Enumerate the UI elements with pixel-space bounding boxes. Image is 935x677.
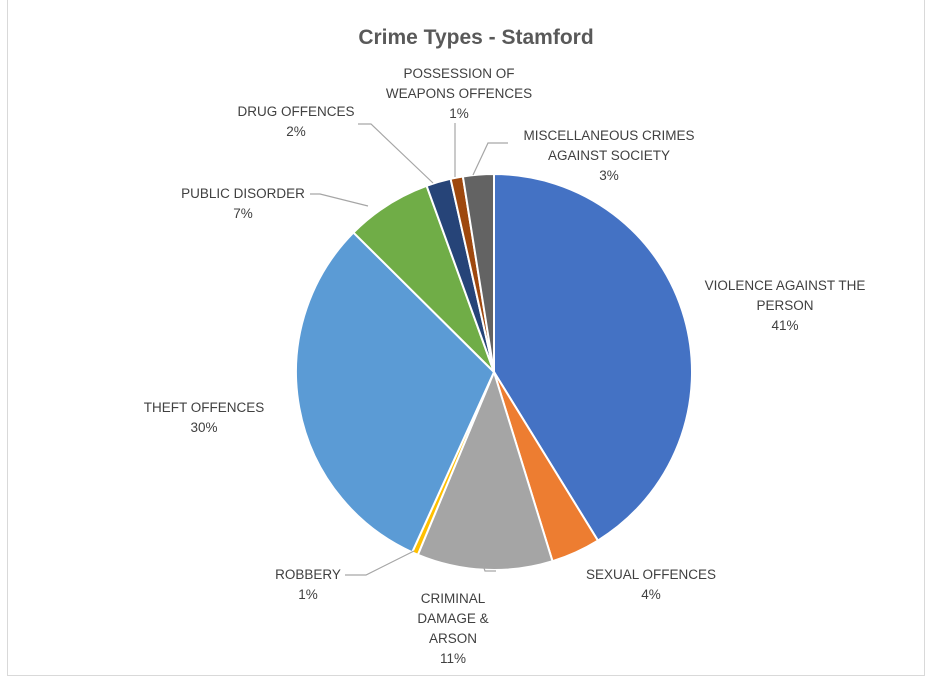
- pie-slices: [295, 172, 693, 571]
- data-label-category: AGAINST SOCIETY: [548, 148, 670, 163]
- data-label-category: MISCELLANEOUS CRIMES: [523, 128, 694, 143]
- data-label-drug-offences: DRUG OFFENCES 2%: [237, 104, 354, 139]
- data-label-category: DAMAGE &: [417, 611, 488, 626]
- leader-line-miscellaneous-crimes-against-society: [472, 142, 508, 176]
- data-label-category: ARSON: [429, 631, 477, 646]
- data-label-theft-offences: THEFT OFFENCES 30%: [144, 400, 265, 435]
- data-label-percent: 2%: [286, 124, 306, 139]
- data-label-category: WEAPONS OFFENCES: [386, 86, 532, 101]
- data-label-percent: 1%: [298, 587, 318, 602]
- pie-slice-theft-offences: [295, 231, 496, 554]
- data-label-percent: 11%: [440, 651, 466, 666]
- data-label-violence-against-the-person: VIOLENCE AGAINST THE PERSON 41%: [705, 278, 866, 333]
- data-label-criminal-damage-arson: CRIMINAL DAMAGE & ARSON 11%: [417, 591, 488, 666]
- leader-lines: [310, 123, 508, 576]
- data-label-category: SEXUAL OFFENCES: [586, 567, 716, 582]
- data-label-miscellaneous-crimes-against-society: MISCELLANEOUS CRIMES AGAINST SOCIETY 3%: [523, 128, 694, 183]
- leader-line-robbery: [345, 550, 415, 576]
- pie-chart: Crime Types - Stamford VIOLENCE AGAINST …: [144, 26, 866, 666]
- leader-line-public-disorder: [310, 193, 369, 207]
- data-label-percent: 41%: [771, 318, 798, 333]
- data-labels: VIOLENCE AGAINST THE PERSON 41% SEXUAL OFFE…: [144, 66, 866, 666]
- pie-slice-miscellaneous-crimes-against-society: [461, 172, 495, 373]
- data-label-category: CRIMINAL: [421, 591, 486, 606]
- data-label-category: PUBLIC DISORDER: [181, 186, 305, 201]
- data-label-percent: 1%: [449, 106, 469, 121]
- data-label-public-disorder: PUBLIC DISORDER 7%: [181, 186, 305, 221]
- data-label-sexual-offences: SEXUAL OFFENCES 4%: [586, 567, 716, 602]
- data-label-category: DRUG OFFENCES: [237, 104, 354, 119]
- data-label-category: THEFT OFFENCES: [144, 400, 265, 415]
- pie-slice-violence-against-the-person: [493, 172, 693, 542]
- data-label-percent: 7%: [233, 206, 253, 221]
- data-label-category: ROBBERY: [275, 567, 341, 582]
- data-label-category: VIOLENCE AGAINST THE: [705, 278, 866, 293]
- data-label-category: POSSESSION OF: [403, 66, 514, 81]
- chart-title: Crime Types - Stamford: [358, 26, 593, 49]
- data-label-percent: 30%: [190, 420, 217, 435]
- data-label-possession-of-weapons-offences: POSSESSION OF WEAPONS OFFENCES 1%: [386, 66, 532, 121]
- data-label-percent: 3%: [599, 168, 619, 183]
- leader-line-drug-offences: [358, 123, 434, 184]
- data-label-category: PERSON: [756, 298, 813, 313]
- data-label-percent: 4%: [641, 587, 661, 602]
- leader-line-criminal-damage-arson: [482, 564, 496, 572]
- data-label-robbery: ROBBERY 1%: [275, 567, 341, 602]
- chart-frame: Crime Types - Stamford VIOLENCE AGAINST …: [7, 0, 925, 676]
